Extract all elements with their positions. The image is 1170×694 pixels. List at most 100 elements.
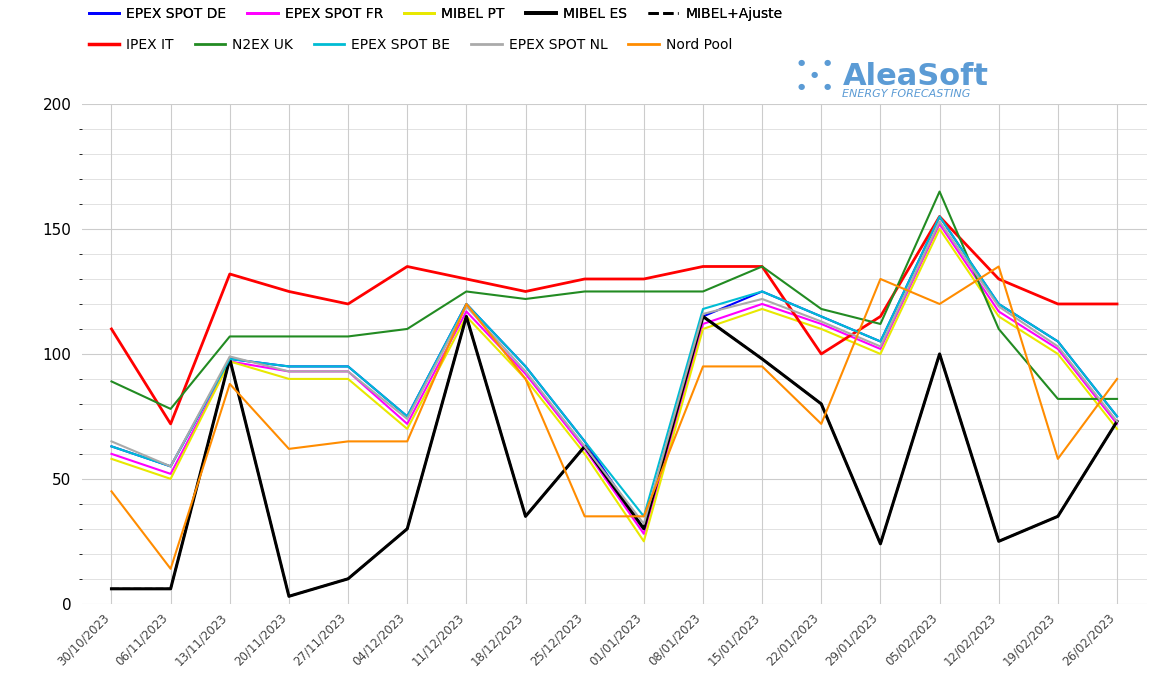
EPEX SPOT NL — [340, 367, 355, 375]
Line: IPEX IT: IPEX IT — [111, 217, 1117, 424]
N2EX UK — [755, 262, 769, 271]
Text: AleaSoft: AleaSoft — [842, 62, 989, 91]
EPEX SPOT FR — [282, 367, 296, 375]
EPEX SPOT DE — [932, 212, 947, 221]
MIBEL+Ajuste — [636, 525, 651, 533]
N2EX UK — [340, 332, 355, 341]
Nord Pool — [1051, 455, 1065, 463]
Text: ●: ● — [824, 83, 831, 91]
IPEX IT — [164, 420, 178, 428]
EPEX SPOT NL — [636, 520, 651, 528]
N2EX UK — [578, 287, 592, 296]
MIBEL+Ajuste — [1110, 417, 1124, 425]
EPEX SPOT FR — [340, 367, 355, 375]
MIBEL PT — [992, 312, 1006, 321]
Legend: IPEX IT, N2EX UK, EPEX SPOT BE, EPEX SPOT NL, Nord Pool: IPEX IT, N2EX UK, EPEX SPOT BE, EPEX SPO… — [89, 38, 732, 52]
EPEX SPOT NL — [164, 462, 178, 471]
MIBEL+Ajuste — [696, 312, 710, 321]
IPEX IT — [932, 212, 947, 221]
MIBEL PT — [755, 305, 769, 313]
EPEX SPOT DE — [696, 312, 710, 321]
EPEX SPOT NL — [873, 342, 887, 350]
MIBEL PT — [340, 375, 355, 383]
EPEX SPOT FR — [460, 307, 474, 316]
EPEX SPOT BE — [518, 362, 532, 371]
Nord Pool — [164, 565, 178, 573]
IPEX IT — [814, 350, 828, 358]
Legend: EPEX SPOT DE, EPEX SPOT FR, MIBEL PT, MIBEL ES, MIBEL+Ajuste: EPEX SPOT DE, EPEX SPOT FR, MIBEL PT, MI… — [89, 7, 783, 21]
MIBEL ES — [755, 355, 769, 363]
MIBEL+Ajuste — [518, 512, 532, 520]
N2EX UK — [1110, 395, 1124, 403]
N2EX UK — [104, 378, 118, 386]
EPEX SPOT BE — [340, 362, 355, 371]
MIBEL PT — [873, 350, 887, 358]
MIBEL ES — [992, 537, 1006, 545]
EPEX SPOT BE — [578, 437, 592, 446]
Text: ●: ● — [824, 58, 831, 67]
EPEX SPOT FR — [400, 420, 414, 428]
EPEX SPOT FR — [932, 220, 947, 228]
MIBEL PT — [222, 357, 236, 366]
EPEX SPOT DE — [400, 412, 414, 421]
MIBEL ES — [932, 350, 947, 358]
Line: EPEX SPOT DE: EPEX SPOT DE — [111, 217, 1117, 529]
IPEX IT — [755, 262, 769, 271]
EPEX SPOT BE — [1051, 337, 1065, 346]
EPEX SPOT DE — [1110, 412, 1124, 421]
EPEX SPOT NL — [1051, 342, 1065, 350]
EPEX SPOT FR — [518, 370, 532, 378]
EPEX SPOT DE — [282, 362, 296, 371]
IPEX IT — [340, 300, 355, 308]
EPEX SPOT DE — [518, 362, 532, 371]
EPEX SPOT DE — [992, 300, 1006, 308]
IPEX IT — [873, 312, 887, 321]
N2EX UK — [932, 187, 947, 196]
Line: EPEX SPOT BE: EPEX SPOT BE — [111, 217, 1117, 516]
EPEX SPOT BE — [932, 212, 947, 221]
EPEX SPOT BE — [1110, 412, 1124, 421]
IPEX IT — [104, 325, 118, 333]
MIBEL ES — [814, 400, 828, 408]
MIBEL+Ajuste — [873, 540, 887, 548]
MIBEL ES — [400, 525, 414, 533]
IPEX IT — [1051, 300, 1065, 308]
EPEX SPOT BE — [164, 462, 178, 471]
EPEX SPOT DE — [1051, 337, 1065, 346]
EPEX SPOT FR — [578, 445, 592, 453]
Text: ●: ● — [811, 70, 818, 79]
EPEX SPOT BE — [104, 442, 118, 450]
EPEX SPOT DE — [578, 437, 592, 446]
MIBEL PT — [636, 537, 651, 545]
Nord Pool — [992, 262, 1006, 271]
MIBEL ES — [696, 312, 710, 321]
IPEX IT — [460, 275, 474, 283]
MIBEL+Ajuste — [460, 312, 474, 321]
MIBEL+Ajuste — [1051, 512, 1065, 520]
MIBEL PT — [1110, 425, 1124, 433]
Line: EPEX SPOT NL: EPEX SPOT NL — [111, 221, 1117, 524]
EPEX SPOT DE — [222, 355, 236, 363]
Nord Pool — [636, 512, 651, 520]
MIBEL+Ajuste — [164, 584, 178, 593]
EPEX SPOT NL — [755, 295, 769, 303]
EPEX SPOT NL — [696, 310, 710, 318]
MIBEL+Ajuste — [578, 442, 592, 450]
EPEX SPOT BE — [755, 287, 769, 296]
MIBEL PT — [814, 325, 828, 333]
MIBEL ES — [460, 312, 474, 321]
EPEX SPOT BE — [814, 312, 828, 321]
Nord Pool — [518, 375, 532, 383]
MIBEL+Ajuste — [992, 537, 1006, 545]
Nord Pool — [578, 512, 592, 520]
IPEX IT — [518, 287, 532, 296]
MIBEL+Ajuste — [755, 355, 769, 363]
EPEX SPOT NL — [1110, 417, 1124, 425]
EPEX SPOT BE — [992, 300, 1006, 308]
IPEX IT — [696, 262, 710, 271]
EPEX SPOT BE — [636, 512, 651, 520]
Nord Pool — [222, 380, 236, 388]
Nord Pool — [460, 300, 474, 308]
N2EX UK — [518, 295, 532, 303]
MIBEL ES — [104, 584, 118, 593]
